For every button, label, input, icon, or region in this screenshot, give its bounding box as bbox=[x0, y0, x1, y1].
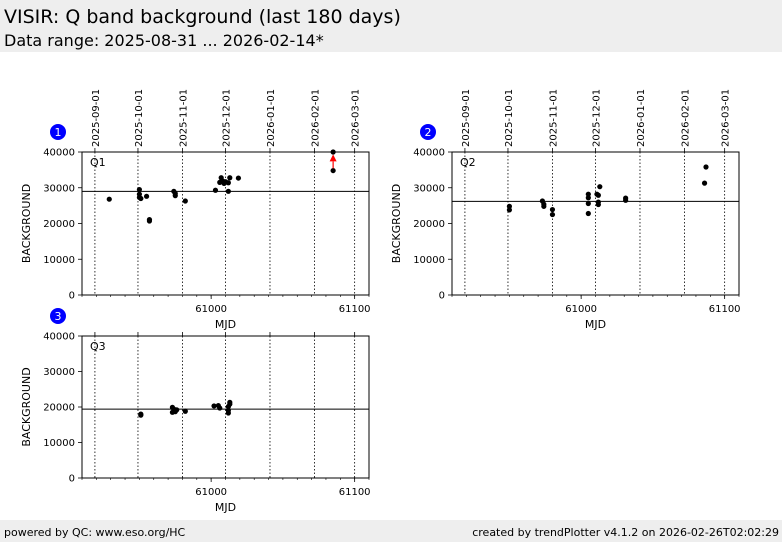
data-point bbox=[182, 198, 188, 204]
y-axis-label: BACKGROUND bbox=[20, 367, 33, 446]
x-tick-label: 61000 bbox=[195, 487, 227, 498]
panel-badge bbox=[50, 308, 66, 324]
data-point bbox=[623, 195, 629, 201]
date-tick-label: 2025-09-01 bbox=[91, 89, 102, 147]
date-tick-label: 2025-09-01 bbox=[461, 89, 472, 147]
date-tick-label: 2025-12-01 bbox=[592, 89, 603, 147]
data-point bbox=[225, 188, 231, 194]
data-point bbox=[225, 180, 231, 186]
y-axis-label: BACKGROUND bbox=[20, 184, 33, 263]
data-point bbox=[146, 216, 153, 223]
date-tick-label: 2025-11-01 bbox=[178, 89, 189, 147]
panel-label: Q2 bbox=[460, 156, 476, 169]
data-point bbox=[106, 196, 112, 202]
y-tick-label: 30000 bbox=[413, 183, 445, 194]
x-tick-label: 61000 bbox=[565, 304, 597, 315]
x-tick-label: 61000 bbox=[195, 304, 227, 315]
data-point bbox=[330, 167, 336, 174]
header-bar: VISIR: Q band background (last 180 days)… bbox=[0, 0, 782, 52]
data-point bbox=[143, 193, 150, 199]
y-tick-label: 10000 bbox=[43, 255, 75, 266]
y-tick-label: 0 bbox=[439, 291, 445, 302]
x-axis-label: MJD bbox=[215, 501, 236, 514]
date-tick-label: 2026-03-01 bbox=[721, 89, 732, 147]
page-subtitle: Data range: 2025-08-31 ... 2026-02-14* bbox=[4, 31, 324, 50]
y-tick-label: 20000 bbox=[43, 219, 75, 230]
y-axis-label: BACKGROUND bbox=[390, 184, 403, 263]
y-tick-label: 40000 bbox=[413, 148, 445, 159]
date-tick-label: 2026-03-01 bbox=[351, 89, 362, 147]
panel-badge bbox=[50, 124, 66, 140]
y-tick-label: 30000 bbox=[43, 183, 75, 194]
data-point bbox=[585, 200, 591, 207]
y-tick-label: 10000 bbox=[43, 438, 75, 449]
y-tick-label: 10000 bbox=[413, 255, 445, 266]
data-point bbox=[549, 206, 556, 213]
panel-label: Q3 bbox=[90, 340, 106, 353]
x-axis-label: MJD bbox=[215, 318, 236, 331]
data-point bbox=[227, 401, 233, 407]
y-tick-label: 20000 bbox=[413, 219, 445, 230]
data-point bbox=[182, 408, 188, 414]
footer-powered-by: powered by QC: www.eso.org/HC bbox=[4, 526, 186, 539]
date-tick-label: 2025-12-01 bbox=[222, 89, 233, 147]
data-point bbox=[136, 186, 142, 193]
date-tick-label: 2026-02-01 bbox=[310, 89, 321, 147]
data-point bbox=[585, 191, 591, 197]
data-point bbox=[172, 193, 178, 199]
date-tick-label: 2026-01-01 bbox=[636, 89, 647, 147]
data-point bbox=[217, 405, 223, 411]
data-point bbox=[138, 195, 144, 202]
data-point bbox=[541, 203, 547, 209]
data-point bbox=[212, 187, 219, 193]
panel-label: Q1 bbox=[90, 156, 106, 169]
date-tick-label: 2025-10-01 bbox=[504, 89, 515, 147]
data-point bbox=[585, 195, 591, 201]
y-tick-label: 20000 bbox=[43, 403, 75, 414]
data-point bbox=[597, 184, 603, 190]
panel-badge-number: 2 bbox=[425, 126, 432, 139]
date-tick-label: 2025-10-01 bbox=[134, 89, 145, 147]
date-tick-label: 2026-01-01 bbox=[266, 89, 277, 147]
data-point bbox=[506, 203, 512, 209]
data-point bbox=[227, 175, 233, 181]
y-tick-label: 0 bbox=[69, 474, 75, 485]
data-point bbox=[595, 192, 601, 198]
data-point bbox=[174, 407, 180, 413]
data-point bbox=[595, 199, 601, 205]
outlier-marker bbox=[329, 154, 337, 162]
x-tick-label: 61100 bbox=[339, 304, 371, 315]
y-tick-label: 30000 bbox=[43, 367, 75, 378]
data-point bbox=[138, 412, 144, 418]
x-tick-label: 61100 bbox=[709, 304, 741, 315]
date-tick-label: 2026-02-01 bbox=[680, 89, 691, 147]
data-point bbox=[225, 407, 231, 414]
footer-created-by: created by trendPlotter v4.1.2 on 2026-0… bbox=[472, 526, 779, 539]
plots-canvas: 2025-09-01 2025-10-01 2025-11-01 2025-12-01… bbox=[20, 89, 741, 514]
panel-badge bbox=[420, 124, 436, 140]
y-tick-label: 40000 bbox=[43, 148, 75, 159]
data-point bbox=[330, 149, 336, 155]
y-tick-label: 40000 bbox=[43, 332, 75, 343]
footer-bar: powered by QC: www.eso.org/HC created by… bbox=[0, 520, 782, 542]
data-point bbox=[703, 164, 709, 170]
date-tick-label: 2025-11-01 bbox=[548, 89, 559, 147]
panel-badge-number: 3 bbox=[55, 310, 62, 323]
data-point bbox=[701, 180, 708, 186]
page-title: VISIR: Q band background (last 180 days) bbox=[4, 6, 401, 28]
data-point bbox=[549, 211, 556, 218]
y-tick-label: 0 bbox=[69, 291, 75, 302]
data-point bbox=[585, 210, 591, 217]
panel-badge-number: 1 bbox=[55, 126, 62, 139]
data-point bbox=[506, 207, 512, 213]
x-tick-label: 61100 bbox=[339, 487, 371, 498]
data-point bbox=[235, 175, 242, 181]
x-axis-label: MJD bbox=[585, 318, 606, 331]
data-point bbox=[211, 403, 217, 409]
